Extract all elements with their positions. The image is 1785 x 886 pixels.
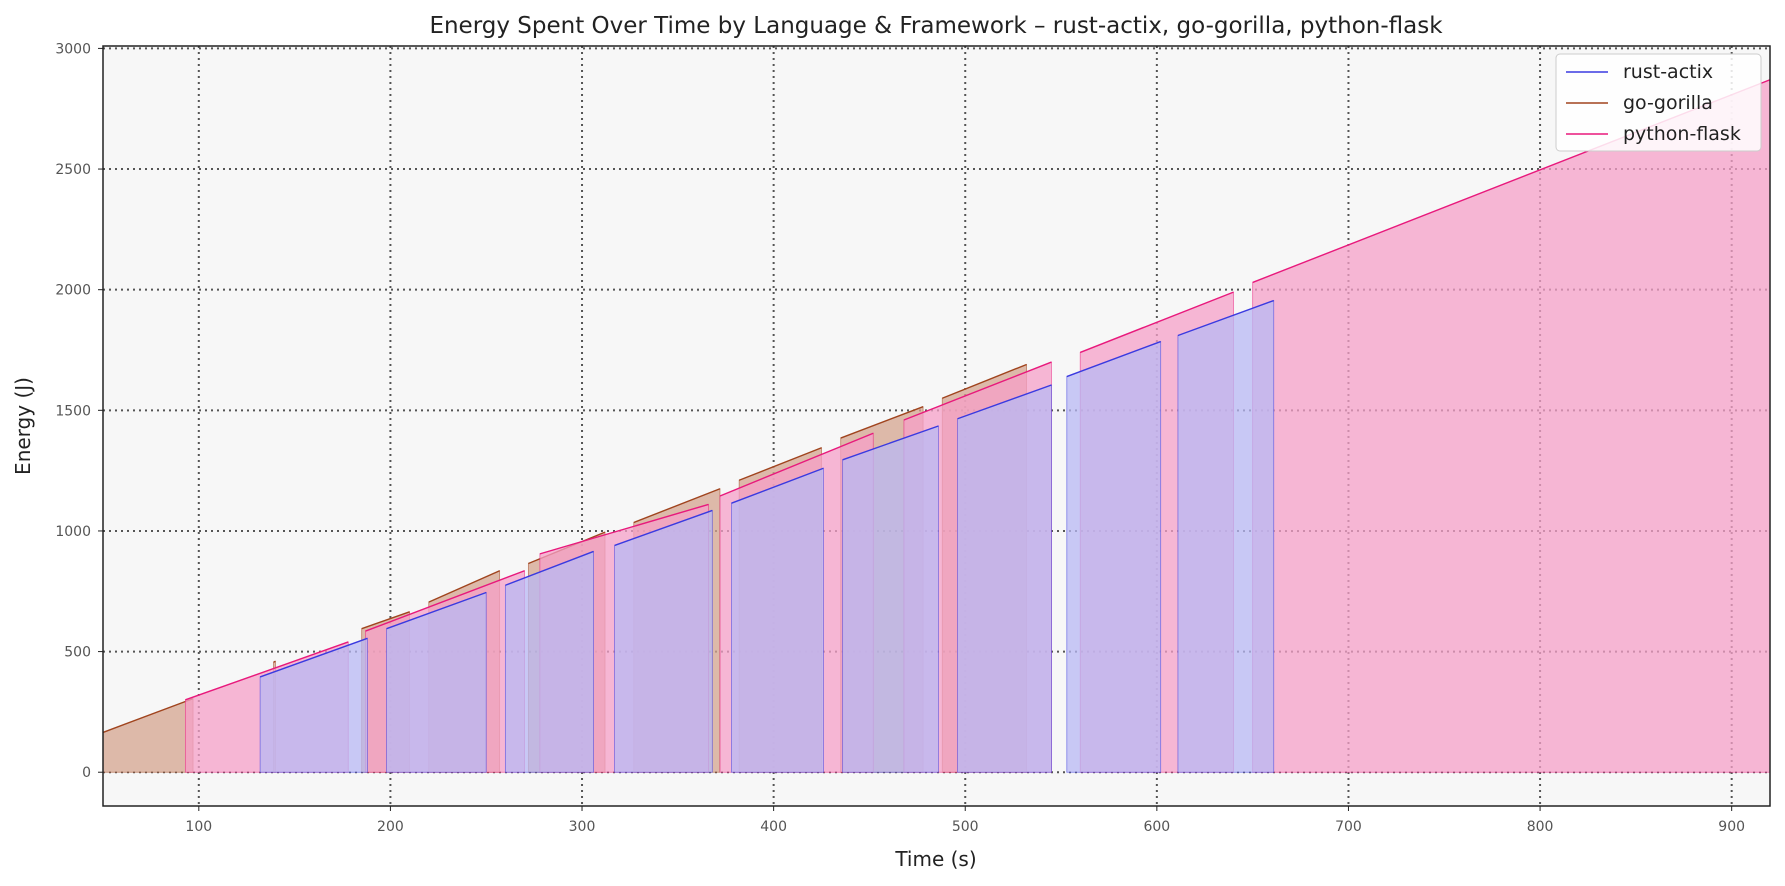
line-segment: [273, 660, 276, 663]
y-tick-label: 2000: [55, 283, 91, 299]
line-segment: [840, 406, 924, 439]
y-tick-label: 500: [64, 645, 91, 661]
line-segment: [185, 641, 349, 701]
legend-label: python-flask: [1623, 123, 1741, 145]
x-tick-label: 600: [1143, 819, 1170, 835]
line-segment: [1079, 291, 1234, 354]
y-tick-label: 3000: [55, 41, 91, 57]
line-segment: [505, 550, 594, 586]
line-segment: [365, 570, 525, 632]
y-tick-label: 1000: [55, 524, 91, 540]
area-segment: [504, 550, 594, 773]
legend-label: rust-actix: [1623, 61, 1713, 83]
x-tick-label: 700: [1335, 819, 1362, 835]
y-tick-label: 1500: [55, 403, 91, 419]
y-tick-label: 0: [82, 765, 91, 781]
x-tick-label: 400: [760, 819, 787, 835]
legend-label: go-gorilla: [1623, 92, 1713, 114]
area-segment: [957, 384, 1052, 773]
y-tick-label: 2500: [55, 162, 91, 178]
line-segment: [428, 570, 500, 603]
chart-title: Energy Spent Over Time by Language & Fra…: [429, 13, 1443, 39]
x-tick-label: 800: [1527, 819, 1554, 835]
x-tick-label: 200: [377, 819, 404, 835]
line-segment: [361, 611, 410, 630]
area-segment: [259, 637, 368, 773]
area-segment: [842, 425, 939, 773]
series-layer: [102, 79, 1771, 773]
line-segment: [719, 432, 874, 497]
line-segment: [957, 384, 1052, 420]
x-tick-label: 500: [952, 819, 979, 835]
line-segment: [259, 637, 368, 678]
line-segment: [614, 509, 713, 547]
area-segment: [1066, 340, 1162, 773]
plot-frame: [102, 45, 1771, 807]
line-segment: [738, 447, 822, 481]
x-tick-label: 300: [569, 819, 596, 835]
line-segment: [842, 425, 939, 461]
line-segment: [633, 488, 721, 524]
line-segment: [941, 363, 1027, 399]
area-segment: [614, 509, 713, 773]
x-tick-label: 100: [185, 819, 212, 835]
line-segment: [539, 503, 709, 555]
series-rust-actix: [259, 299, 1275, 773]
line-segment: [903, 361, 1052, 421]
line-segment: [1066, 340, 1161, 378]
y-axis-label: Energy (J): [11, 377, 35, 475]
line-segment: [102, 697, 194, 734]
line-segment: [1177, 299, 1274, 337]
y-ticks: 0 500 1000 1500 2000 2500 3000: [55, 41, 103, 781]
x-ticks: 100 200 300 400 500 600 700 800 900: [185, 806, 1745, 835]
x-tick-label: 900: [1718, 819, 1745, 835]
area-segment: [1177, 299, 1275, 773]
area-segment: [731, 467, 824, 773]
x-axis-label: Time (s): [894, 847, 976, 871]
legend: rust-actix go-gorilla python-flask: [1555, 53, 1762, 152]
line-segment: [386, 591, 487, 630]
line-segment: [731, 467, 824, 504]
legend-box: [1555, 53, 1762, 152]
